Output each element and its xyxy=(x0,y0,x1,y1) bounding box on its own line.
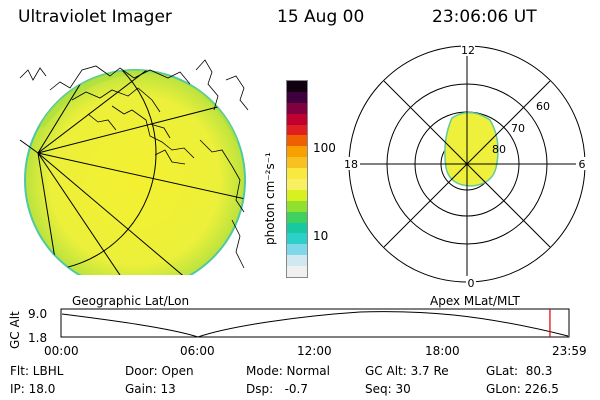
altitude-curve xyxy=(61,311,569,338)
info-door: Door: Open xyxy=(125,364,194,378)
colorbar-swatch xyxy=(287,102,307,114)
geographic-image xyxy=(19,59,249,275)
polar-label-12: 12 xyxy=(461,44,475,57)
colorbar-swatch xyxy=(287,168,307,179)
info-gc-alt: GC Alt: 3.7 Re xyxy=(365,364,449,378)
colorbar-swatch xyxy=(287,233,307,245)
tick-2359: 23:59 xyxy=(552,344,587,358)
date-label: 15 Aug 00 xyxy=(277,7,365,27)
info-gain: Gain: 13 xyxy=(125,382,176,396)
info-ip: IP: 18.0 xyxy=(10,382,56,396)
time-label: 23:06:06 UT xyxy=(432,7,537,27)
colorbar-swatch xyxy=(287,178,307,190)
colorbar-unit-label: photon cm⁻²s⁻¹ xyxy=(263,152,277,245)
colorbar-tick-100: 100 xyxy=(313,141,336,155)
colorbar xyxy=(286,80,308,278)
polar-label-60: 60 xyxy=(536,100,550,113)
colorbar-swatch xyxy=(287,255,307,267)
timeline-y-top: 9.0 xyxy=(28,307,48,321)
info-seq: Seq: 30 xyxy=(365,382,411,396)
colorbar-swatch xyxy=(287,124,307,136)
colorbar-swatch xyxy=(287,211,307,223)
info-dsp: Dsp: -0.7 xyxy=(246,382,309,396)
colorbar-swatch xyxy=(287,146,307,158)
tick-0600: 06:00 xyxy=(180,344,215,358)
polar-label-6: 6 xyxy=(579,158,586,171)
colorbar-swatch xyxy=(287,222,307,234)
timeline-y-bottom: 1.8 xyxy=(28,331,48,345)
info-glat: GLat: 80.3 xyxy=(486,364,553,378)
colorbar-tick-10: 10 xyxy=(313,229,329,243)
earth-disk xyxy=(24,69,246,275)
colorbar-swatch xyxy=(287,244,307,256)
colorbar-swatch xyxy=(287,80,307,92)
colorbar-swatch xyxy=(287,200,307,212)
polar-plot: 12 18 6 0 60 70 80 xyxy=(342,44,588,290)
polar-label-80: 80 xyxy=(492,143,506,156)
info-flt: Flt: LBHL xyxy=(10,364,64,378)
polar-label-0: 0 xyxy=(468,277,475,290)
colorbar-swatch xyxy=(287,91,307,103)
timeline-left-title: Geographic Lat/Lon xyxy=(72,294,190,308)
coastline-outlines xyxy=(19,59,249,269)
colorbar-swatch xyxy=(287,266,307,277)
colorbar-swatch xyxy=(287,157,307,169)
info-glon: GLon: 226.5 xyxy=(486,382,559,396)
altitude-timeline xyxy=(60,308,570,338)
timeline-right-title: Apex MLat/MLT xyxy=(430,294,520,308)
polar-label-18: 18 xyxy=(344,158,358,171)
tick-0000: 00:00 xyxy=(44,344,79,358)
colorbar-swatch xyxy=(287,113,307,125)
timeline-axis-title: GC Alt xyxy=(8,311,22,349)
polar-label-70: 70 xyxy=(511,122,525,135)
info-mode: Mode: Normal xyxy=(246,364,330,378)
lat-lon-grid xyxy=(37,70,245,275)
tick-1800: 18:00 xyxy=(425,344,460,358)
colorbar-swatch xyxy=(287,135,307,147)
instrument-title: Ultraviolet Imager xyxy=(18,7,172,27)
colorbar-swatch xyxy=(287,189,307,201)
tick-1200: 12:00 xyxy=(297,344,332,358)
auroral-oval xyxy=(444,111,499,187)
